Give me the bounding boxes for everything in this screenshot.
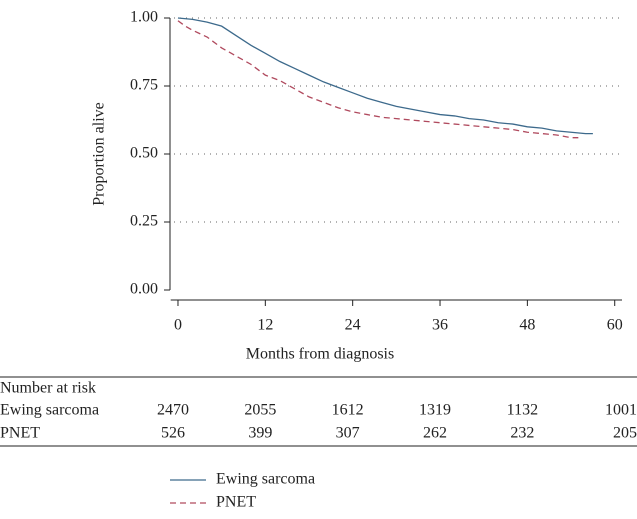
legend-label: PNET — [216, 494, 256, 511]
risk-count: 262 — [423, 425, 447, 442]
risk-table-title: Number at risk — [0, 380, 96, 397]
risk-count: 205 — [613, 425, 637, 442]
y-tick-label: 0.75 — [130, 77, 158, 94]
x-tick-label: 24 — [345, 317, 361, 334]
y-tick-label: 1.00 — [130, 9, 158, 26]
risk-count: 2055 — [244, 402, 276, 419]
x-tick-label: 36 — [432, 317, 448, 334]
risk-count: 2470 — [157, 402, 189, 419]
y-tick-label: 0.50 — [130, 145, 158, 162]
risk-count: 399 — [248, 425, 272, 442]
x-tick-label: 12 — [257, 317, 273, 334]
risk-row-label: PNET — [0, 425, 40, 442]
risk-count: 232 — [510, 425, 534, 442]
risk-count: 1132 — [507, 402, 538, 419]
survival-curve — [177, 17, 593, 135]
legend-label: Ewing sarcoma — [216, 471, 315, 488]
x-axis-label: Months from diagnosis — [246, 346, 394, 363]
risk-count: 526 — [161, 425, 185, 442]
risk-row-label: Ewing sarcoma — [0, 402, 99, 419]
x-tick-label: 0 — [174, 317, 182, 334]
y-tick-label: 0.00 — [130, 281, 158, 298]
risk-count: 1319 — [419, 402, 451, 419]
y-axis-label: Proportion alive — [91, 102, 108, 206]
y-tick-label: 0.25 — [130, 213, 158, 230]
risk-count: 1001 — [605, 402, 637, 419]
survival-curve — [177, 20, 579, 139]
risk-count: 1612 — [332, 402, 364, 419]
x-tick-label: 48 — [519, 317, 535, 334]
x-tick-label: 60 — [607, 317, 623, 334]
risk-count: 307 — [336, 425, 360, 442]
